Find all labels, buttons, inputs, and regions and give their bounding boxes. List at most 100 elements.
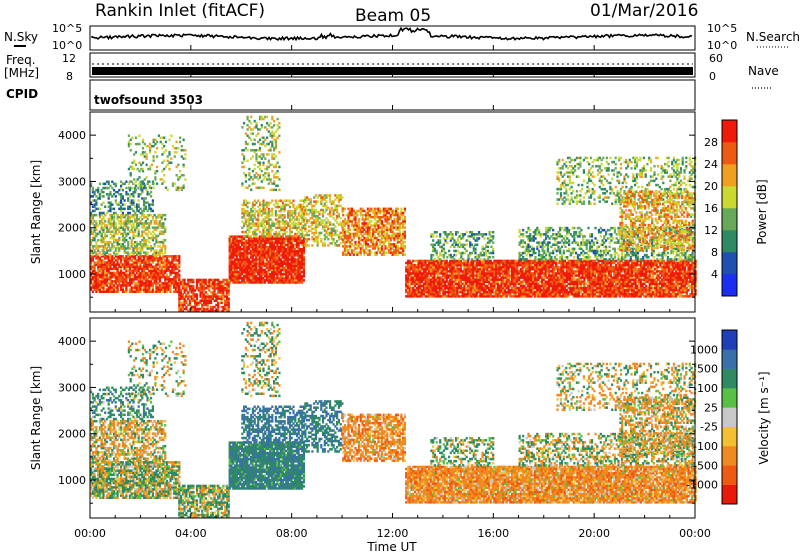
power-cell	[146, 245, 149, 248]
power-cell	[100, 286, 103, 289]
power-cell	[118, 230, 121, 233]
power-cell	[155, 278, 158, 281]
power-cell	[155, 288, 158, 291]
power-cell	[134, 220, 137, 223]
power-cell	[137, 253, 140, 256]
power-cell	[176, 284, 179, 287]
power-cell	[104, 205, 107, 208]
power-cell	[114, 224, 117, 227]
power-cell	[146, 278, 149, 281]
power-cell	[146, 271, 149, 275]
power-cell	[150, 269, 153, 273]
power-cell	[276, 184, 279, 187]
power-cell	[125, 218, 128, 221]
power-cell	[123, 213, 126, 217]
power-cell	[174, 290, 177, 293]
noise-left-label: N.Sky	[4, 30, 38, 44]
power-cell	[309, 198, 312, 201]
power-cell	[104, 243, 107, 246]
power-cell	[129, 142, 132, 146]
power-cell	[100, 275, 103, 279]
power-cell	[246, 159, 249, 162]
power-cell	[91, 247, 94, 250]
power-cell	[109, 255, 112, 258]
power-cell	[97, 273, 100, 277]
power-cell	[104, 236, 107, 240]
power-cell	[114, 228, 117, 231]
power-cell	[100, 238, 103, 242]
power-cell	[127, 245, 130, 248]
power-cell	[139, 249, 142, 252]
power-cell	[148, 230, 151, 233]
power-cell	[100, 273, 103, 277]
power-cell	[118, 257, 121, 260]
power-cell	[111, 247, 114, 250]
power-cell	[155, 265, 158, 268]
power-cell	[146, 234, 149, 238]
power-cell	[120, 247, 123, 250]
power-cell	[137, 273, 140, 277]
power-cell	[135, 259, 139, 262]
power-cell	[144, 280, 147, 283]
power-cell	[144, 226, 147, 229]
power-cell	[123, 267, 126, 271]
power-cell	[155, 240, 158, 244]
power-cell	[157, 234, 160, 238]
power-cell	[157, 213, 160, 217]
power-cell	[144, 273, 147, 277]
power-cell	[142, 267, 146, 271]
power-cell	[130, 265, 133, 268]
power-cell	[95, 275, 98, 279]
power-cell	[141, 278, 144, 281]
power-cell	[134, 247, 137, 250]
power-cell	[146, 257, 149, 260]
power-cell	[171, 282, 174, 285]
power-cell	[151, 247, 154, 250]
power-cell	[118, 263, 121, 266]
power-cell	[125, 180, 128, 183]
power-cell	[134, 226, 137, 229]
power-cell	[151, 288, 154, 291]
power-cell	[120, 232, 123, 236]
power-cell	[104, 290, 107, 293]
power-cell	[104, 240, 107, 244]
power-cell	[102, 290, 105, 293]
power-cell	[112, 236, 116, 240]
power-cell	[358, 218, 361, 221]
power-cell	[91, 286, 94, 289]
power-cell	[109, 240, 112, 244]
power-cell	[162, 245, 165, 248]
power-cell	[112, 222, 116, 225]
power-cell	[105, 224, 109, 227]
noise-right-tick-top: 10^5	[707, 22, 737, 35]
freq-label-1: Freq.	[6, 53, 36, 67]
power-cell	[93, 282, 96, 285]
power-cell	[250, 122, 253, 125]
power-cell	[116, 271, 119, 275]
power-cell	[100, 236, 103, 240]
power-cell	[176, 267, 179, 271]
power-cell	[149, 186, 152, 189]
power-cell	[128, 211, 131, 215]
power-cell	[137, 255, 140, 258]
power-cell	[109, 280, 112, 283]
power-cell	[167, 269, 170, 273]
power-cell	[93, 263, 96, 266]
power-cell	[162, 222, 165, 225]
power-cell	[123, 251, 126, 254]
power-cell	[131, 136, 134, 139]
power-cell	[116, 259, 119, 262]
power-cell	[128, 273, 131, 277]
power-cell	[173, 155, 176, 158]
power-cell	[102, 215, 105, 219]
power-cell	[90, 282, 93, 285]
power-cell	[135, 263, 139, 266]
power-cell	[97, 284, 100, 287]
power-cell	[180, 144, 183, 148]
power-cell	[141, 226, 144, 229]
power-cell	[155, 238, 158, 242]
power-cell	[142, 259, 146, 262]
power-cell	[137, 243, 140, 246]
power-cell	[112, 288, 116, 291]
power-cell	[100, 267, 103, 271]
